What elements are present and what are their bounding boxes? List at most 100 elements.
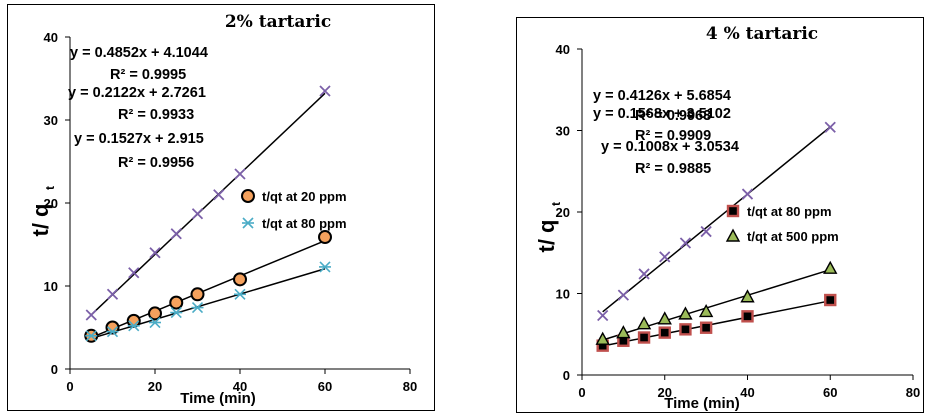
x-tick-label: 20 [148,379,162,394]
trendline-r2-1: R² = 0.9909 [635,128,711,144]
data-point-series-2 [149,316,161,329]
trendline-series-0 [602,126,831,313]
chart-2-percent-tartaric: 0 10 20 30 40 0 20 40 60 80 2% tartaric Time (min) t… [28,12,417,407]
data-point-series-2 [740,289,755,303]
x-tick-label: 20 [658,385,672,400]
trendline-series-2 [91,268,326,340]
x-tick-label: 60 [823,385,837,400]
data-point-series-1 [824,293,837,307]
x-tick-label: 40 [740,385,754,400]
y-tick-label: 30 [556,124,570,139]
data-point-series-1 [318,230,332,245]
y-tick-label: 30 [44,113,58,128]
data-point-series-0 [234,168,246,180]
y-tick-label: 40 [44,30,58,45]
trendline-equation-1: y = 0.1568x + 3.5102 [593,106,731,122]
legend-label-series-2: t/qt at 500 ppm [747,229,839,244]
trendline-r2-1: R² = 0.9933 [118,107,194,123]
data-point-series-0 [700,225,712,238]
x-axis-label: Time (min) [664,395,740,412]
data-point-series-0 [213,189,225,201]
trendline-r2-0: R² = 0.9995 [110,67,186,83]
trendline-equation-0: y = 0.4852x + 4.1044 [70,45,208,61]
data-point-series-2 [636,316,652,330]
data-point-series-0 [679,237,692,249]
y-tick-label: 20 [556,205,570,220]
data-point-series-2 [170,306,183,319]
data-point-series-1 [169,295,184,310]
data-point-series-2 [319,261,331,273]
legend-marker-series-2 [725,228,741,242]
legend-marker-series-1 [241,189,255,203]
data-point-series-1 [679,323,692,336]
legend-label-series-2: t/qt at 80 ppm [262,216,347,231]
data-point-series-2 [657,311,672,325]
trendline-r2-0: R² = 0.9963 [635,108,711,124]
trendline-series-1 [602,300,831,347]
data-point-series-0 [85,309,97,321]
x-tick-label: 40 [233,379,247,394]
data-point-series-1 [699,321,713,334]
data-point-series-0 [638,268,650,280]
chart-title: 4 % tartaric [706,24,818,44]
data-point-series-2 [678,306,693,320]
data-point-series-1 [190,287,205,302]
data-point-series-1 [233,272,247,287]
data-point-series-0 [106,288,119,300]
chart-panel-4-percent: 0 10 20 30 40 0 20 40 60 80 4 % tartaric Time (min)… [516,17,924,413]
y-tick-label: 40 [556,42,570,57]
legend-label-series-1: t/qt at 80 ppm [747,204,832,219]
data-point-series-2 [85,330,98,342]
y-tick-label: 0 [563,368,570,383]
x-axis-label: Time (min) [180,390,256,407]
data-point-series-0 [741,188,754,200]
data-point-series-2 [106,326,119,338]
data-point-series-0 [617,289,630,301]
trendline-equation-2: y = 0.1527x + 2.915 [74,131,204,147]
data-point-series-0 [824,121,836,133]
trendline-series-2 [602,269,831,341]
y-axis-label: t/ q [534,220,559,253]
data-point-series-2 [234,288,246,300]
data-point-series-1 [105,320,120,335]
x-tick-label: 0 [66,379,73,394]
y-tick-label: 20 [44,196,58,211]
y-tick-label: 10 [44,279,58,294]
data-point-series-0 [319,85,331,97]
data-point-series-1 [741,310,754,323]
trendline-r2-2: R² = 0.9956 [118,155,194,171]
data-point-series-0 [128,267,140,279]
trendline-equation-0: y = 0.4126x + 5.6854 [593,88,731,104]
trendline-equation-1: y = 0.2122x + 2.7261 [68,85,206,101]
y-axis-label-subscript: t [549,202,563,206]
data-point-series-0 [149,247,161,259]
trendline-series-0 [90,92,326,316]
data-point-series-2 [616,325,631,339]
data-point-series-2 [698,303,714,318]
y-tick-label: 10 [556,287,570,302]
chart-panel-2-percent: 0 10 20 30 40 0 20 40 60 80 2% tartaric Time (min) t… [7,4,435,411]
legend-marker-series-2 [242,217,254,229]
x-tick-label: 0 [578,385,585,400]
chart-title: 2% tartaric [225,12,331,32]
data-point-series-0 [597,309,609,322]
data-point-series-1 [637,331,651,344]
data-point-series-0 [191,208,204,220]
legend-marker-series-1 [726,204,740,218]
data-point-series-0 [659,251,671,263]
x-tick-label: 80 [906,385,920,400]
trendline-series-1 [90,240,326,339]
y-tick-label: 0 [51,362,58,377]
data-point-series-2 [191,302,204,314]
data-point-series-0 [170,228,182,240]
y-axis-label: t/ q [28,204,53,237]
x-tick-label: 60 [318,379,332,394]
x-tick-label: 80 [403,379,417,394]
data-point-series-2 [823,260,838,274]
data-point-series-1 [658,326,671,339]
trendline-r2-2: R² = 0.9885 [635,161,711,177]
chart-4-percent-tartaric: 0 10 20 30 40 0 20 40 60 80 4 % tartaric Time (min)… [534,24,920,412]
trendline-equation-2: y = 0.1008x + 3.0534 [601,139,739,155]
data-point-series-2 [127,320,140,332]
data-point-series-1 [148,306,162,321]
